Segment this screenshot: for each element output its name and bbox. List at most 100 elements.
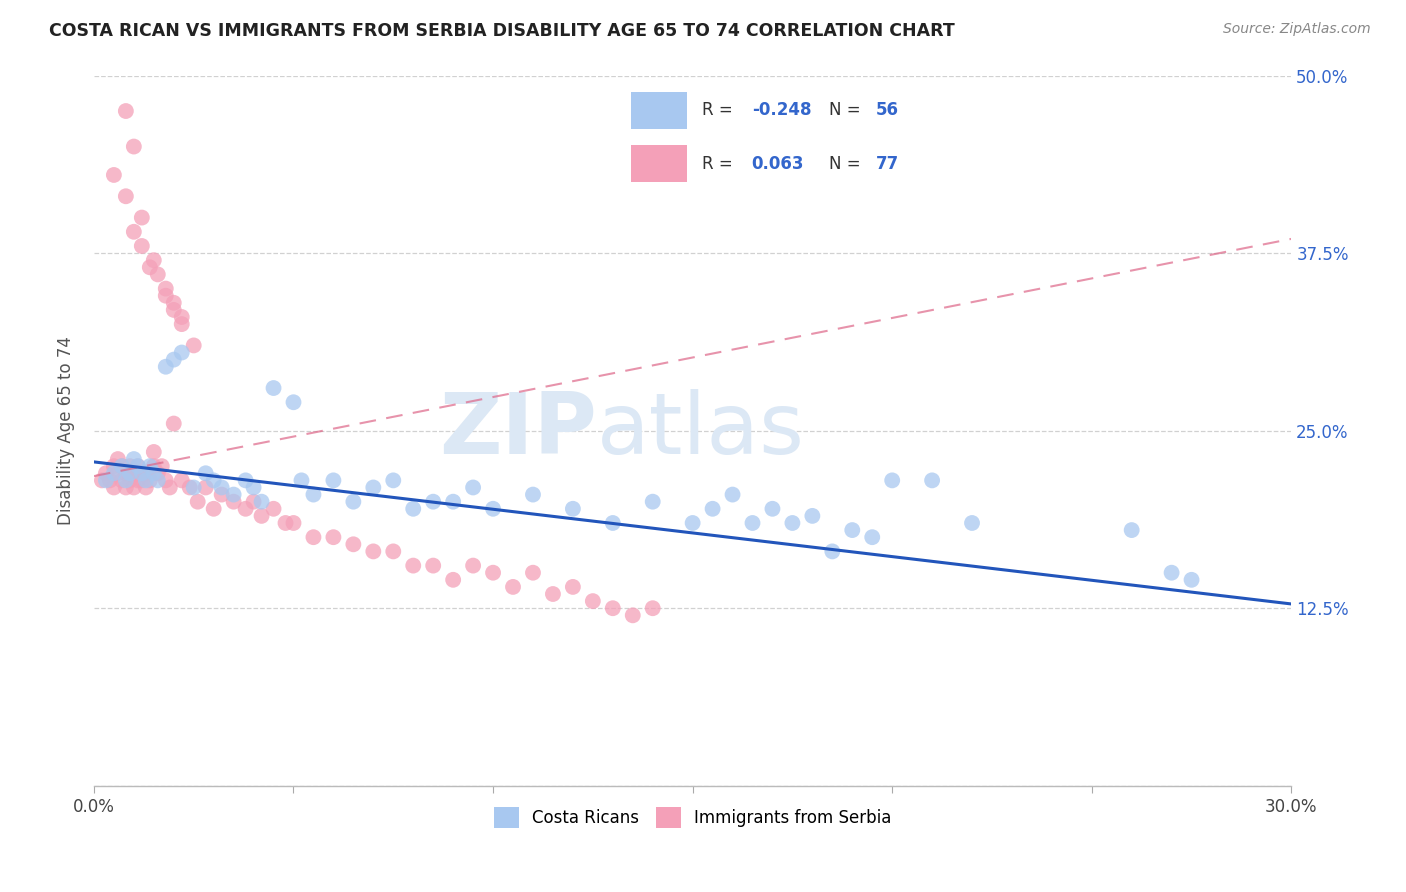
Point — [155, 289, 177, 303]
Point — [142, 459, 165, 474]
Point — [211, 487, 233, 501]
Point — [322, 530, 344, 544]
Point — [98, 474, 121, 488]
Point — [118, 474, 141, 488]
Point — [382, 474, 405, 488]
Point — [131, 467, 153, 481]
Text: R =: R = — [702, 102, 738, 120]
Point — [163, 352, 186, 367]
Point — [115, 474, 138, 488]
Point — [242, 480, 264, 494]
Point — [741, 516, 763, 530]
Point — [115, 103, 138, 118]
Point — [163, 417, 186, 431]
Text: N =: N = — [830, 102, 866, 120]
Point — [461, 480, 484, 494]
Point — [202, 501, 225, 516]
Point — [163, 295, 186, 310]
Point — [235, 474, 257, 488]
Point — [302, 487, 325, 501]
Point — [135, 474, 157, 488]
Point — [441, 573, 464, 587]
Point — [302, 530, 325, 544]
Point — [290, 474, 312, 488]
Point — [761, 501, 783, 516]
Point — [402, 558, 425, 573]
Point — [135, 467, 157, 481]
Point — [682, 516, 704, 530]
Point — [127, 459, 149, 474]
Point — [142, 467, 165, 481]
Point — [211, 480, 233, 494]
Point — [194, 467, 217, 481]
Point — [122, 225, 145, 239]
Point — [107, 452, 129, 467]
Point — [115, 189, 138, 203]
Point — [250, 494, 273, 508]
Point — [139, 459, 162, 474]
Point — [131, 467, 153, 481]
Point — [1180, 573, 1202, 587]
Point — [921, 474, 943, 488]
Point — [382, 544, 405, 558]
Point — [522, 487, 544, 501]
Point — [422, 494, 444, 508]
Point — [1160, 566, 1182, 580]
Point — [860, 530, 883, 544]
Text: 0.063: 0.063 — [752, 155, 804, 173]
Point — [146, 474, 169, 488]
Point — [960, 516, 983, 530]
Point — [170, 345, 193, 359]
Point — [202, 474, 225, 488]
Text: N =: N = — [830, 155, 866, 173]
Point — [122, 452, 145, 467]
Point — [139, 260, 162, 275]
Text: 77: 77 — [876, 155, 898, 173]
Point — [131, 211, 153, 225]
Point — [194, 480, 217, 494]
Text: R =: R = — [702, 155, 738, 173]
Point — [142, 253, 165, 268]
Point — [541, 587, 564, 601]
Point — [561, 580, 583, 594]
Point — [801, 508, 824, 523]
Text: 56: 56 — [876, 102, 898, 120]
Point — [146, 268, 169, 282]
Point — [283, 395, 305, 409]
Point — [107, 467, 129, 481]
Point — [122, 467, 145, 481]
Point — [111, 459, 134, 474]
Point — [242, 494, 264, 508]
Point — [621, 608, 644, 623]
Point — [155, 474, 177, 488]
Point — [170, 310, 193, 324]
Point — [422, 558, 444, 573]
Point — [103, 168, 125, 182]
Point — [155, 359, 177, 374]
Point — [602, 516, 624, 530]
Point — [146, 467, 169, 481]
Point — [322, 474, 344, 488]
Point — [482, 501, 505, 516]
Point — [127, 459, 149, 474]
Point — [90, 474, 112, 488]
Bar — [631, 92, 686, 129]
Point — [103, 467, 125, 481]
Point — [461, 558, 484, 573]
Point — [183, 480, 205, 494]
Point — [115, 480, 138, 494]
Point — [222, 487, 245, 501]
Text: atlas: atlas — [596, 389, 804, 472]
Point — [103, 480, 125, 494]
Text: Source: ZipAtlas.com: Source: ZipAtlas.com — [1223, 22, 1371, 37]
Point — [111, 474, 134, 488]
Point — [131, 474, 153, 488]
Point — [187, 494, 209, 508]
Point — [179, 480, 201, 494]
Point — [139, 474, 162, 488]
Point — [222, 494, 245, 508]
Point — [183, 338, 205, 352]
Point — [1121, 523, 1143, 537]
Point — [782, 516, 804, 530]
Point — [641, 601, 664, 615]
